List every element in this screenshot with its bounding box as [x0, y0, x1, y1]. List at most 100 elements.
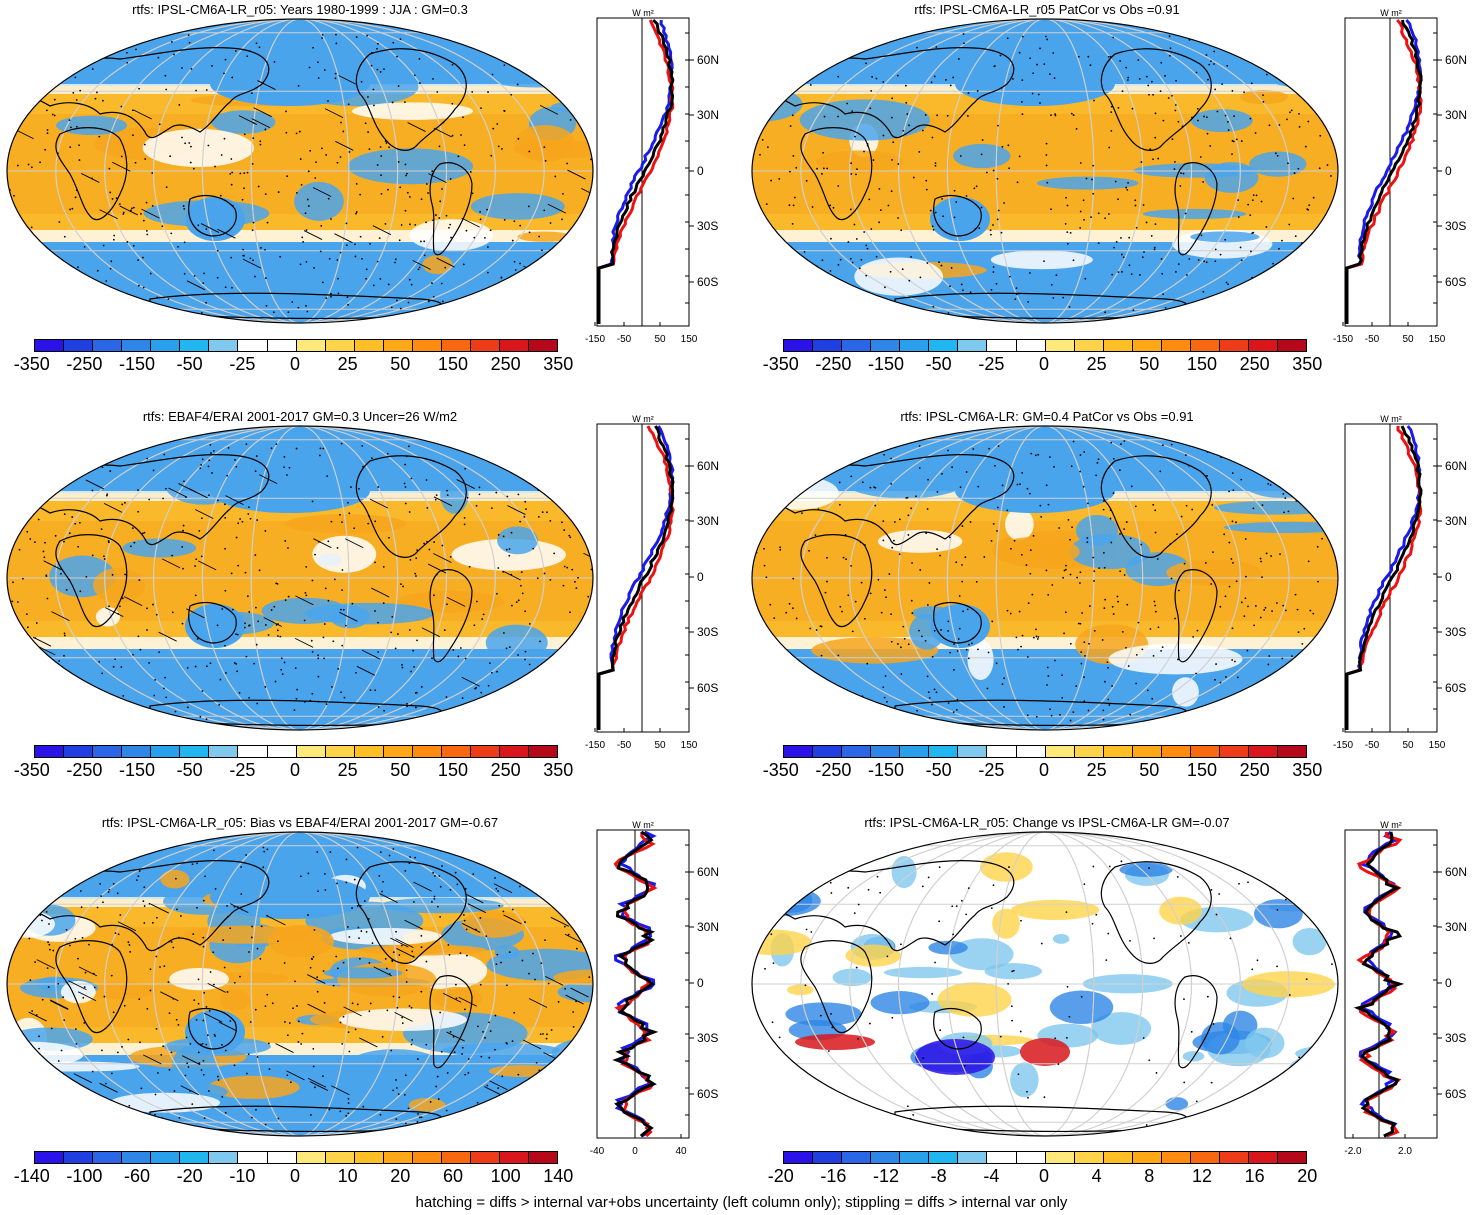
profile-x-tick-label: 50: [1402, 334, 1414, 345]
profile-x-tick-label: -2.0: [1344, 1146, 1362, 1157]
colorbar-swatch: [987, 340, 1017, 351]
colorbar-tick-label: 10: [337, 1166, 358, 1186]
colorbar-swatch: [1103, 1152, 1133, 1163]
colorbar-swatch: [296, 340, 326, 351]
colorbar-swatch: [500, 1152, 530, 1163]
colorbar-tick-label: -20: [767, 1166, 794, 1186]
colorbar-tick-label: 100: [490, 1166, 521, 1186]
figure-footnote: hatching = diffs > internal var+obs unce…: [415, 1194, 1068, 1211]
colorbar-swatch: [871, 1152, 901, 1163]
colorbar-swatch: [1190, 340, 1220, 351]
colorbar-swatch: [1045, 746, 1075, 757]
colorbar-swatch: [784, 746, 814, 757]
colorbar-tick-label: 4: [1091, 1166, 1102, 1186]
colorbar-swatch: [1016, 1152, 1046, 1163]
latitude-tick-label: 60S: [1445, 681, 1466, 695]
panel-4-colorbar: [783, 745, 1307, 758]
latitude-tick-label: 60N: [697, 459, 719, 473]
colorbar-tick-label: 140: [543, 1166, 574, 1186]
colorbar-tick-label: 350: [1292, 760, 1323, 780]
colorbar-tick-label: 50: [1139, 354, 1160, 374]
colorbar-swatch: [180, 340, 210, 351]
colorbar-swatch: [500, 340, 530, 351]
profile-x-tick-label: -50: [1365, 334, 1380, 345]
profile-x-tick-label: 150: [681, 740, 698, 751]
colorbar-tick-label: 0: [1038, 1166, 1050, 1186]
colorbar-swatch: [296, 1152, 326, 1163]
latitude-tick-label: 60N: [1445, 865, 1467, 879]
colorbar-swatch: [987, 1152, 1017, 1163]
colorbar-tick-label: 16: [1244, 1166, 1265, 1186]
colorbar-swatch: [238, 1152, 268, 1163]
colorbar-swatch: [1132, 1152, 1162, 1163]
colorbar-swatch: [238, 746, 268, 757]
latitude-tick-label: 30N: [1445, 108, 1467, 122]
colorbar-tick-label: -8: [930, 1166, 947, 1186]
profile-x-tick-label: -150: [585, 334, 605, 345]
panel-2-map: [751, 18, 1339, 324]
profile-x-tick-label: -150: [1333, 334, 1353, 345]
latitude-tick-label: 30S: [697, 625, 718, 639]
colorbar-swatch: [929, 340, 959, 351]
colorbar-tick-label: -12: [873, 1166, 900, 1186]
colorbar-swatch: [180, 1152, 210, 1163]
colorbar-swatch: [35, 746, 65, 757]
colorbar-tick-label: -20: [176, 1166, 203, 1186]
panel-1-title: rtfs: IPSL-CM6A-LR_r05: Years 1980-1999 …: [132, 2, 468, 17]
colorbar-swatch: [470, 1152, 500, 1163]
profile-x-tick-label: 50: [1402, 740, 1414, 751]
latitude-tick-label: 60N: [697, 865, 719, 879]
colorbar-swatch: [1074, 340, 1104, 351]
panel-2-title: rtfs: IPSL-CM6A-LR_r05 PatCor vs Obs =0.…: [914, 2, 1180, 17]
colorbar-tick-label: -140: [13, 1166, 50, 1186]
colorbar-swatch: [1074, 746, 1104, 757]
colorbar-swatch: [1103, 340, 1133, 351]
colorbar-swatch: [209, 1152, 239, 1163]
latitude-tick-label: 0: [697, 570, 704, 584]
colorbar-swatch: [35, 340, 65, 351]
colorbar-swatch: [1016, 340, 1046, 351]
panel-1-colorbar-labels: -350 -250 -150 -50 -25 0 25 50 150 250 350: [14, 354, 574, 376]
colorbar-tick-label: 250: [490, 760, 521, 780]
colorbar-swatch: [1219, 1152, 1249, 1163]
colorbar-swatch: [958, 1152, 988, 1163]
panel-5-title: rtfs: IPSL-CM6A-LR_r05: Bias vs EBAF4/ER…: [101, 815, 499, 830]
colorbar-swatch: [151, 1152, 181, 1163]
colorbar-swatch: [64, 1152, 94, 1163]
colorbar-tick-label: 350: [543, 760, 574, 780]
profile-units-label: W m²: [632, 820, 654, 830]
colorbar-tick-label: -100: [66, 1166, 103, 1186]
panel-6-colorbar: [783, 1151, 1307, 1164]
colorbar-swatch: [267, 746, 297, 757]
latitude-tick-label: 30S: [697, 219, 718, 233]
colorbar-swatch: [93, 746, 123, 757]
latitude-tick-label: 30N: [697, 514, 719, 528]
profile-x-tick-label: -40: [590, 1146, 605, 1157]
panel-1-zonal-profile: W m² 60N 30N 0 30S 60S -150 -50 50 150: [585, 8, 719, 345]
colorbar-swatch: [383, 1152, 413, 1163]
colorbar-tick-label: -50: [925, 760, 952, 780]
colorbar-swatch: [1074, 1152, 1104, 1163]
latitude-tick-label: 60S: [1445, 1087, 1466, 1101]
colorbar-swatch: [209, 340, 239, 351]
colorbar-swatch: [412, 340, 442, 351]
colorbar-tick-label: 60: [442, 1166, 463, 1186]
colorbar-tick-label: 8: [1144, 1166, 1155, 1186]
colorbar-swatch: [842, 1152, 872, 1163]
colorbar-swatch: [784, 340, 814, 351]
colorbar-tick-label: 150: [437, 760, 468, 780]
panel-6-title: rtfs: IPSL-CM6A-LR_r05: Change vs IPSL-C…: [864, 815, 1230, 830]
panel-3-zonal-profile: W m² 60N 30N 0 30S 60S -150 -50 50 150: [585, 414, 719, 751]
colorbar-swatch: [180, 746, 210, 757]
latitude-tick-label: 30N: [697, 920, 719, 934]
panel-5-zonal-profile: W m² 60N 30N 0 30S 60S -40 0 40: [590, 820, 719, 1157]
colorbar-tick-label: 0: [289, 1166, 301, 1186]
panel-5-colorbar: [34, 1151, 558, 1164]
colorbar-swatch: [929, 1152, 959, 1163]
colorbar-swatch: [267, 340, 297, 351]
colorbar-swatch: [93, 1152, 123, 1163]
colorbar-swatch: [354, 746, 384, 757]
latitude-tick-label: 0: [1445, 570, 1452, 584]
colorbar-swatch: [958, 340, 988, 351]
colorbar-tick-label: -10: [229, 1166, 256, 1186]
